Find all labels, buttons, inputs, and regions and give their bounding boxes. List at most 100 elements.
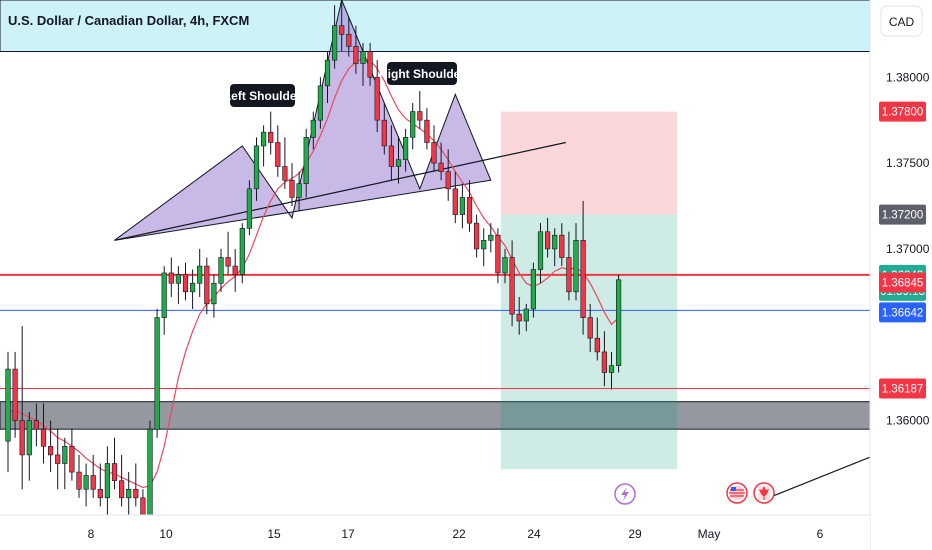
candle[interactable] xyxy=(402,128,409,172)
price-tag[interactable]: 1.36845 xyxy=(879,272,926,293)
candle[interactable] xyxy=(168,257,174,297)
candle[interactable] xyxy=(211,274,217,318)
candle[interactable] xyxy=(509,240,515,327)
candle[interactable] xyxy=(232,248,238,292)
candle[interactable] xyxy=(204,257,210,315)
candle[interactable] xyxy=(424,108,430,150)
us-flag-icon[interactable] xyxy=(726,482,748,504)
lightning-icon[interactable] xyxy=(614,483,636,505)
candle[interactable] xyxy=(537,223,544,284)
candle[interactable] xyxy=(253,137,260,201)
candle[interactable] xyxy=(40,403,47,464)
candle[interactable] xyxy=(133,463,139,507)
position-layer[interactable] xyxy=(500,111,678,470)
candle[interactable] xyxy=(438,142,444,181)
candle[interactable] xyxy=(62,437,68,490)
price-tag[interactable]: 1.37800 xyxy=(879,101,926,122)
candle[interactable] xyxy=(161,266,167,335)
candle[interactable] xyxy=(481,228,487,267)
price-tag[interactable]: 1.37200 xyxy=(879,204,926,225)
currency-button[interactable]: CAD xyxy=(880,5,923,37)
levels-layer[interactable] xyxy=(0,273,870,389)
candle[interactable] xyxy=(282,137,288,189)
price-tag[interactable]: 1.36642 xyxy=(879,302,926,323)
canada-flag-icon[interactable] xyxy=(753,482,775,504)
candle[interactable] xyxy=(218,248,224,292)
candles-layer[interactable] xyxy=(5,0,622,541)
candle[interactable] xyxy=(76,454,82,498)
candle[interactable] xyxy=(239,223,245,284)
pattern-layer[interactable] xyxy=(114,0,566,241)
stop-loss-zone[interactable] xyxy=(500,111,678,215)
candle[interactable] xyxy=(395,137,402,184)
candle[interactable] xyxy=(580,200,586,335)
candle[interactable] xyxy=(317,77,324,129)
candle[interactable] xyxy=(296,171,302,212)
candle[interactable] xyxy=(90,454,96,498)
candle[interactable] xyxy=(47,420,54,473)
candle[interactable] xyxy=(516,296,522,335)
candle[interactable] xyxy=(55,429,61,490)
candle[interactable] xyxy=(495,228,501,284)
price-tag[interactable]: 1.36187 xyxy=(879,378,926,399)
candle[interactable] xyxy=(275,125,281,177)
candle[interactable] xyxy=(374,60,380,133)
candle[interactable] xyxy=(346,17,352,57)
candle[interactable] xyxy=(573,223,579,301)
candle[interactable] xyxy=(452,171,458,224)
candle[interactable] xyxy=(459,183,466,229)
candle[interactable] xyxy=(190,269,196,309)
candle[interactable] xyxy=(381,103,387,155)
price-tags[interactable]: 1.378001.372001.3684901:59:131.368451.36… xyxy=(879,101,926,399)
candle[interactable] xyxy=(225,231,231,275)
candle[interactable] xyxy=(33,403,39,447)
candle[interactable] xyxy=(339,0,345,52)
candle[interactable] xyxy=(12,351,18,438)
candle[interactable] xyxy=(97,463,103,507)
neckline[interactable] xyxy=(114,141,566,241)
candle[interactable] xyxy=(445,149,451,201)
candle[interactable] xyxy=(119,454,125,507)
candle[interactable] xyxy=(530,262,536,318)
right-shoulder-label[interactable]: Right Shoulder xyxy=(379,62,465,85)
candle[interactable] xyxy=(431,125,437,172)
candle[interactable] xyxy=(388,125,395,181)
candle[interactable] xyxy=(417,90,423,129)
candle[interactable] xyxy=(182,262,189,301)
candle[interactable] xyxy=(466,180,473,232)
candle[interactable] xyxy=(83,463,89,507)
candle[interactable] xyxy=(331,5,338,69)
candle[interactable] xyxy=(154,309,160,438)
candle[interactable] xyxy=(310,111,316,150)
take-profit-zone[interactable] xyxy=(500,214,678,470)
candle[interactable] xyxy=(69,429,75,481)
candle[interactable] xyxy=(473,214,480,258)
candle[interactable] xyxy=(410,103,416,150)
candle[interactable] xyxy=(587,303,593,352)
candle[interactable] xyxy=(608,351,615,390)
candle[interactable] xyxy=(502,248,508,284)
candle[interactable] xyxy=(19,326,25,490)
time-axis-panel[interactable] xyxy=(0,515,870,550)
candle[interactable] xyxy=(268,111,274,155)
candle[interactable] xyxy=(367,42,373,86)
head-and-shoulders-pattern[interactable] xyxy=(114,0,492,241)
candle[interactable] xyxy=(289,163,295,206)
candle[interactable] xyxy=(552,228,558,267)
candle[interactable] xyxy=(566,231,572,301)
candle[interactable] xyxy=(594,317,600,361)
candle[interactable] xyxy=(26,412,32,481)
candle[interactable] xyxy=(104,446,110,515)
candle[interactable] xyxy=(303,128,309,198)
candle[interactable] xyxy=(523,303,529,332)
candle[interactable] xyxy=(5,351,11,473)
candle[interactable] xyxy=(111,437,118,490)
candle[interactable] xyxy=(260,125,267,167)
candle[interactable] xyxy=(615,274,622,373)
candle[interactable] xyxy=(353,25,359,74)
candle[interactable] xyxy=(544,218,551,258)
candle[interactable] xyxy=(175,266,182,304)
candle[interactable] xyxy=(601,331,607,387)
candle[interactable] xyxy=(197,248,203,297)
